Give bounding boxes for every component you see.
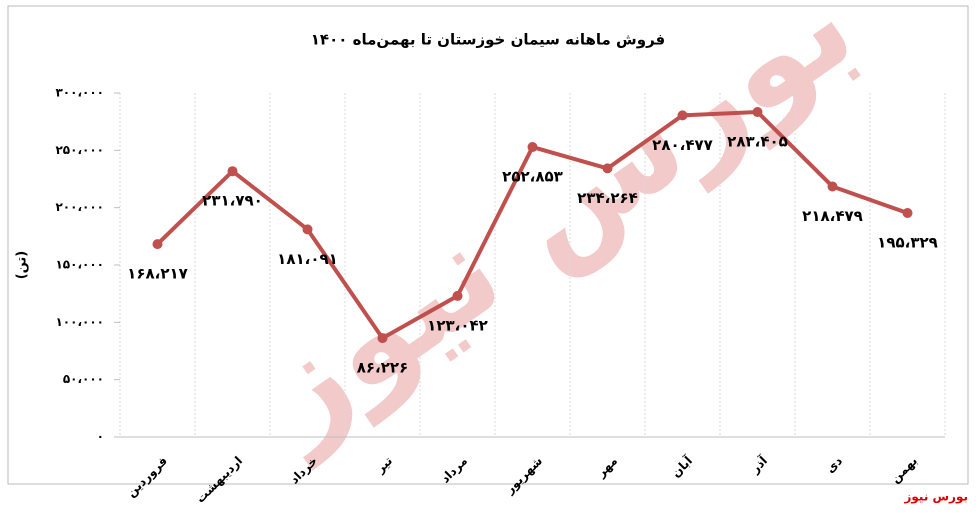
y-axis-label: (تن) (15, 251, 30, 280)
data-label: ۲۱۸،۴۷۹ (802, 207, 863, 225)
data-label: ۱۹۵،۳۲۹ (877, 234, 938, 252)
point (302, 224, 313, 235)
point (752, 107, 763, 118)
point (677, 110, 688, 121)
y-tick-label: ۰ (97, 430, 104, 444)
chart-title: فروش ماهانه سیمان خوزستان تا بهمن‌ماه ۱۴… (311, 31, 665, 49)
data-label: ۲۳۱،۷۹۰ (202, 192, 263, 210)
point (827, 181, 838, 192)
point (902, 208, 913, 219)
point (527, 142, 538, 153)
data-label: ۸۶،۲۲۶ (357, 359, 408, 377)
y-tick-label: ۲۵۰،۰۰۰ (55, 143, 104, 157)
point (377, 333, 388, 344)
y-tick-label: ۳۰۰،۰۰۰ (55, 86, 104, 100)
y-tick-label: ۵۰،۰۰۰ (63, 372, 104, 386)
point (227, 166, 238, 177)
point (602, 163, 613, 174)
source: بورس نیوز (903, 490, 968, 505)
data-label: ۱۸۱،۰۹۱ (277, 250, 338, 268)
data-label: ۱۶۸،۲۱۷ (127, 265, 188, 283)
data-label: ۱۲۳،۰۴۲ (427, 316, 488, 334)
point (452, 290, 463, 301)
y-tick-label: ۲۰۰،۰۰۰ (55, 200, 104, 214)
point (152, 239, 163, 250)
chart-border (7, 5, 969, 485)
y-tick-label: ۱۰۰،۰۰۰ (55, 315, 104, 329)
data-label: ۲۸۰،۴۷۷ (652, 136, 713, 154)
data-label: ۲۵۲،۸۵۳ (502, 168, 563, 186)
data-label: ۲۸۳،۴۰۵ (727, 133, 788, 151)
y-tick-label: ۱۵۰،۰۰۰ (55, 258, 104, 272)
data-label: ۲۳۴،۲۶۴ (577, 189, 638, 207)
